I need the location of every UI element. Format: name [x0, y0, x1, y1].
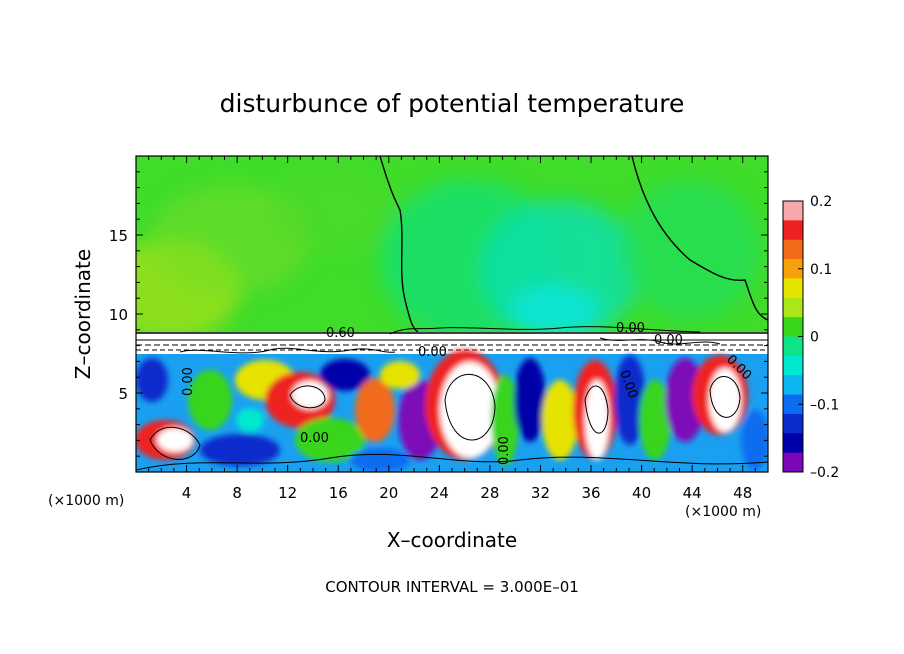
x-tick-label: 48 — [733, 484, 752, 502]
x-unit-left: (×1000 m) — [48, 493, 124, 509]
x-tick-label: 12 — [278, 484, 297, 502]
colorbar-swatch — [783, 201, 803, 221]
contour-label: 0.00 — [418, 345, 447, 360]
contour-label: 0.60 — [326, 326, 355, 341]
colorbar: 0.2 0.1 0 –0.1 –0.2 — [782, 194, 839, 481]
contour-label: 0.00 — [300, 431, 329, 446]
y-tick-label: 10 — [109, 306, 128, 324]
x-tick-label: 16 — [329, 484, 348, 502]
colorbar-swatch — [783, 413, 803, 434]
colorbar-swatch — [783, 278, 803, 299]
contour-label: 0.00 — [497, 436, 512, 465]
colorbar-swatch — [783, 239, 803, 260]
x-axis: 4 8 12 16 20 24 28 32 36 40 44 48 — [135, 156, 769, 502]
x-unit-right: (×1000 m) — [685, 504, 761, 520]
contour-interval-note: CONTOUR INTERVAL = 3.000E–01 — [325, 578, 579, 596]
colorbar-swatch — [783, 297, 803, 318]
colorbar-swatch — [783, 394, 803, 415]
y-axis: 5 10 15 — [109, 155, 768, 473]
colorbar-tick-label: 0.2 — [810, 194, 832, 210]
colorbar-swatch — [783, 375, 803, 396]
x-tick-label: 28 — [480, 484, 499, 502]
colorbar-swatch — [783, 336, 803, 357]
colorbar-swatch — [783, 220, 803, 241]
contour-label: 0.00 — [181, 367, 196, 396]
y-tick-label: 15 — [109, 227, 128, 245]
contour-label: 0.00 — [654, 333, 683, 348]
chart-title: disturbunce of potential temperature — [220, 89, 685, 118]
x-tick-label: 44 — [683, 484, 702, 502]
x-axis-label: X–coordinate — [387, 528, 517, 552]
x-tick-label: 4 — [182, 484, 192, 502]
x-tick-label: 20 — [379, 484, 398, 502]
colorbar-swatch — [783, 317, 803, 337]
contour-line-upper-2 — [631, 156, 768, 321]
plot-area — [136, 156, 768, 472]
colorbar-swatch — [783, 433, 803, 454]
upper-layer-shading — [136, 165, 760, 340]
contour-line-upper — [379, 156, 419, 333]
colorbar-tick-label: –0.1 — [810, 397, 839, 413]
colorbar-swatch — [783, 452, 803, 473]
colorbar-tick-label: 0.1 — [810, 262, 832, 278]
colorbar-tick-label: –0.2 — [810, 465, 839, 481]
y-axis-label: Z–coordinate — [71, 249, 95, 379]
colorbar-swatch — [783, 355, 803, 376]
x-tick-label: 8 — [232, 484, 242, 502]
y-tick-label: 5 — [118, 385, 128, 403]
colorbar-swatch — [783, 259, 803, 279]
contour-label: 0.00 — [616, 321, 645, 336]
lower-contours — [136, 373, 768, 471]
x-tick-label: 32 — [531, 484, 550, 502]
colorbar-tick-label: 0 — [810, 330, 819, 346]
x-tick-label: 36 — [581, 484, 600, 502]
x-tick-label: 40 — [632, 484, 651, 502]
x-tick-label: 24 — [430, 484, 449, 502]
